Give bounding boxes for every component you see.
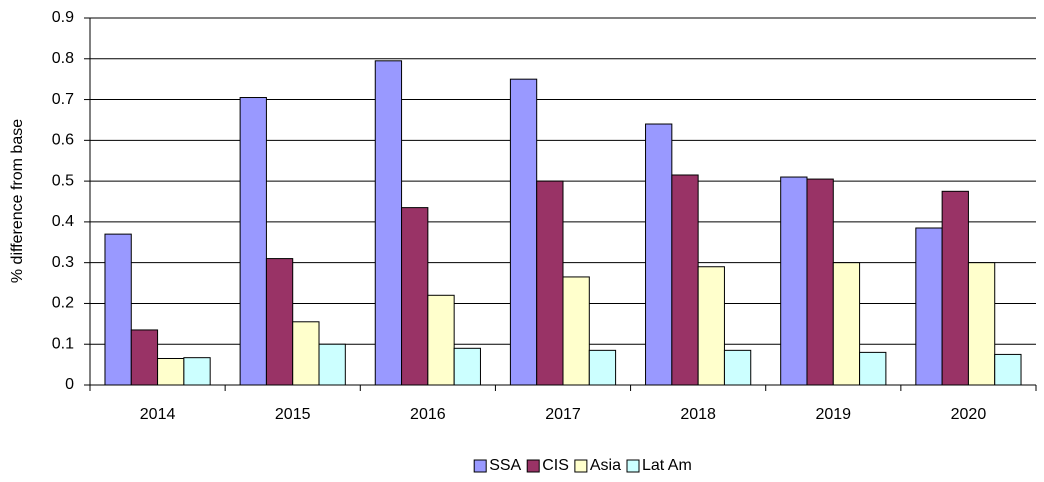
y-tick-label: 0.4 xyxy=(52,213,74,230)
bar xyxy=(994,353,1022,386)
x-tick-label: 2017 xyxy=(545,406,581,423)
legend-swatch xyxy=(574,459,588,473)
bar xyxy=(104,233,132,386)
bar xyxy=(671,174,699,386)
x-tick-label: 2019 xyxy=(815,406,851,423)
x-tick-label: 2016 xyxy=(410,406,446,423)
bar xyxy=(645,123,673,386)
y-tick-label: 0.3 xyxy=(52,254,74,271)
bar xyxy=(723,349,752,386)
bar xyxy=(832,262,861,386)
y-tick-label: 0.7 xyxy=(52,91,74,108)
bar xyxy=(536,180,564,386)
y-tick-label: 0.8 xyxy=(52,50,74,67)
bar xyxy=(183,357,211,386)
legend-swatch xyxy=(526,459,540,473)
bar xyxy=(941,190,969,386)
bar xyxy=(239,97,267,386)
legend-swatch xyxy=(626,459,640,473)
bar xyxy=(292,321,320,386)
bar xyxy=(967,262,996,386)
y-tick-label: 0.5 xyxy=(52,172,74,189)
x-tick-label: 2018 xyxy=(680,406,716,423)
bar xyxy=(453,347,481,386)
legend-label: Lat Am xyxy=(642,457,692,474)
bar xyxy=(780,176,808,386)
bar xyxy=(318,343,346,386)
legend-label: SSA xyxy=(489,457,521,474)
legend-label: Asia xyxy=(590,457,621,474)
bar xyxy=(401,207,429,386)
bar xyxy=(427,294,455,386)
y-tick-label: 0.1 xyxy=(52,335,74,352)
legend-label: CIS xyxy=(542,457,569,474)
bar xyxy=(859,351,887,386)
y-tick-label: 0.2 xyxy=(52,295,74,312)
bar xyxy=(915,227,943,386)
y-axis-label: % difference from base xyxy=(9,119,26,283)
bar xyxy=(509,78,538,386)
bar xyxy=(265,258,294,386)
bar xyxy=(697,266,725,386)
y-tick-label: 0.6 xyxy=(52,132,74,149)
bar xyxy=(588,349,617,386)
x-tick-label: 2020 xyxy=(951,406,987,423)
y-tick-label: 0 xyxy=(65,376,74,393)
bar xyxy=(130,329,159,386)
bar xyxy=(157,357,185,386)
y-tick-label: 0.9 xyxy=(52,9,74,26)
x-tick-label: 2014 xyxy=(140,406,176,423)
x-tick-label: 2015 xyxy=(275,406,311,423)
legend-swatch xyxy=(473,459,487,473)
bar xyxy=(806,178,834,386)
bar xyxy=(374,60,403,386)
bar xyxy=(562,276,590,386)
